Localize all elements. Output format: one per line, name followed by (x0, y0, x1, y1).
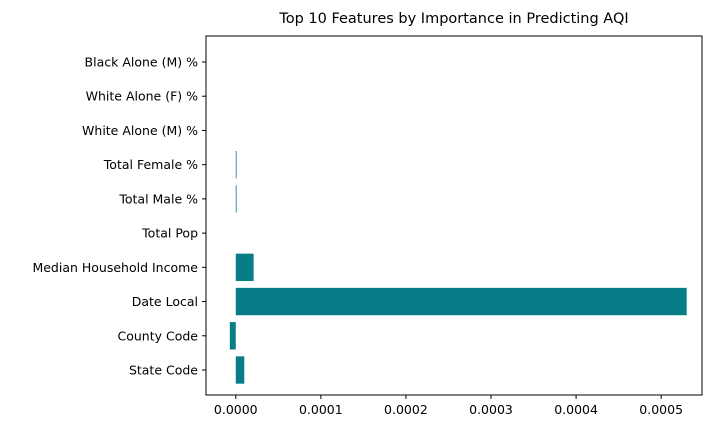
y-tick-label: Total Pop (141, 226, 198, 241)
bar-county-code (229, 322, 236, 350)
y-tick-label: County Code (118, 328, 199, 343)
bar-date-local (235, 287, 687, 316)
plot-frame (205, 35, 703, 396)
x-tick-label: 0.0000 (214, 402, 258, 417)
y-tick-label: Date Local (132, 294, 198, 309)
bar-total-female (235, 150, 237, 179)
y-axis-ticks: State Code County Code Date Local Median Ho… (32, 55, 206, 378)
x-tick-label: 0.0002 (384, 402, 428, 417)
y-tick-label: Total Female % (103, 157, 198, 172)
y-tick-label: Median Household Income (32, 260, 198, 275)
y-tick-label: White Alone (F) % (86, 89, 198, 104)
x-tick-label: 0.0003 (469, 402, 513, 417)
bar-total-male (235, 185, 237, 213)
bar-median-household-income (235, 253, 254, 282)
chart-title: Top 10 Features by Importance in Predict… (278, 11, 628, 27)
y-tick-label: Total Male % (118, 191, 198, 206)
y-tick-label: State Code (129, 363, 198, 378)
x-tick-label: 0.0005 (639, 402, 683, 417)
bars-group (229, 150, 687, 384)
x-axis-ticks: 0.0000 0.0001 0.0002 0.0003 0.0004 0.0005 (214, 395, 683, 417)
x-tick-label: 0.0004 (554, 402, 598, 417)
y-tick-label: White Alone (M) % (82, 123, 198, 138)
y-tick-label: Black Alone (M) % (85, 55, 199, 70)
x-tick-label: 0.0001 (299, 402, 343, 417)
bar-state-code (235, 356, 245, 384)
